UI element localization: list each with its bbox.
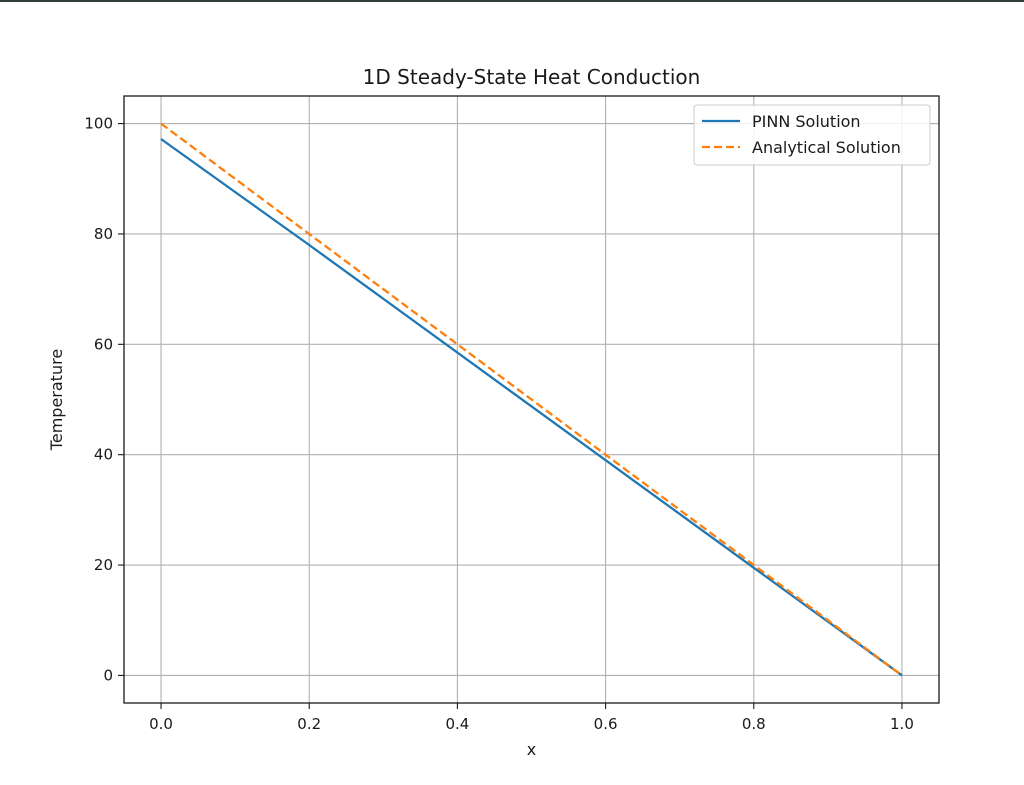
series-line-analytical <box>160 122 903 677</box>
y-tick-label: 100 <box>84 115 113 133</box>
y-tick-label: 20 <box>94 556 113 574</box>
ticks: 0.0 0.2 0.4 0.6 0.8 1.0 0 20 40 60 80 100 <box>84 115 914 733</box>
y-axis-label: Temperature <box>47 349 66 451</box>
legend-box <box>693 104 931 166</box>
y-tick-label: 60 <box>94 335 113 353</box>
x-tick-label: 0.8 <box>742 715 766 733</box>
y-tick-label: 80 <box>94 225 113 243</box>
legend-label: PINN Solution <box>752 112 861 131</box>
chart-title: 1D Steady-State Heat Conduction <box>363 65 701 89</box>
series-line-pinn <box>160 138 903 677</box>
x-axis-label: x <box>527 740 536 759</box>
window-top-border <box>0 0 1024 2</box>
x-tick-label: 0.0 <box>149 715 173 733</box>
x-tick-label: 0.2 <box>297 715 321 733</box>
legend-label: Analytical Solution <box>752 138 901 157</box>
plot-frame <box>123 95 940 704</box>
series-layer <box>160 122 903 677</box>
grid <box>124 96 939 703</box>
x-tick-label: 0.4 <box>445 715 469 733</box>
y-tick-label: 40 <box>94 446 113 464</box>
x-tick-label: 0.6 <box>594 715 618 733</box>
legend: PINN Solution Analytical Solution <box>693 104 931 166</box>
x-tick-label: 1.0 <box>890 715 914 733</box>
y-tick-label: 0 <box>103 666 113 684</box>
